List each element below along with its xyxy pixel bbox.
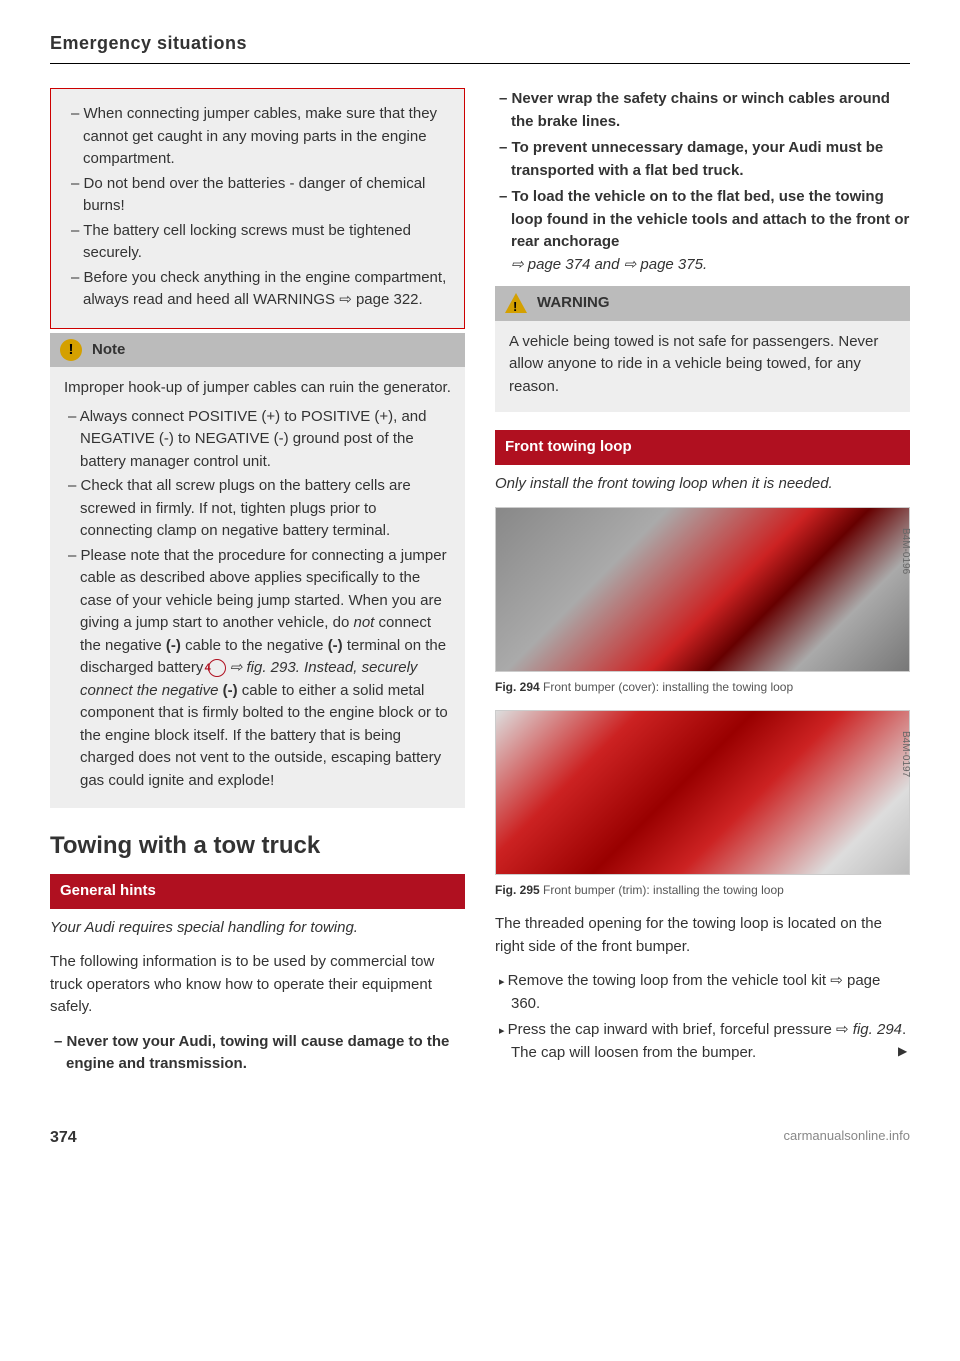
circle-ref-4: 4	[208, 659, 226, 677]
callout-item: Before you check anything in the engine …	[67, 267, 448, 312]
cautions-box: When connecting jumper cables, make sure…	[50, 88, 465, 329]
site-watermark: carmanualsonline.info	[784, 1126, 910, 1150]
step-item: Remove the towing loop from the vehicle …	[495, 970, 910, 1015]
fig-caption: Fig. 295 Front bumper (trim): installing…	[495, 881, 910, 899]
fig-code: B4M-0197	[898, 731, 913, 777]
page-number: 374	[50, 1126, 77, 1150]
warning-label: WARNING	[537, 292, 610, 315]
note-header: ! Note	[50, 333, 465, 368]
paragraph: The threaded opening for the towing loop…	[495, 913, 910, 958]
page-footer: 374 carmanualsonline.info	[50, 1126, 910, 1150]
step-item: Press the cap inward with brief, forcefu…	[495, 1019, 910, 1064]
right-column: Never wrap the safety chains or winch ca…	[495, 88, 910, 1086]
note-body: Improper hook-up of jumper cables can ru…	[50, 367, 465, 808]
fig-caption: Fig. 294 Front bumper (cover): installin…	[495, 678, 910, 696]
bold-item: Never wrap the safety chains or winch ca…	[495, 88, 910, 133]
fig-code: B4M-0196	[898, 528, 913, 574]
bold-item: To load the vehicle on to the flat bed, …	[495, 186, 910, 276]
callout-item: When connecting jumper cables, make sure…	[67, 103, 448, 171]
left-column: When connecting jumper cables, make sure…	[50, 88, 465, 1086]
warning-body: A vehicle being towed is not safe for pa…	[495, 321, 910, 413]
section-title: Towing with a tow truck	[50, 828, 465, 864]
figure-295: B4M-0197	[495, 710, 910, 875]
front-towing-loop-bar: Front towing loop	[495, 430, 910, 465]
subtitle: Your Audi requires special handling for …	[50, 917, 465, 940]
figure-294: B4M-0196	[495, 507, 910, 672]
warning-text: A vehicle being towed is not safe for pa…	[509, 333, 878, 395]
bold-item: To prevent unnecessary damage, your Audi…	[495, 137, 910, 182]
note-item: Always connect POSITIVE (+) to POSITIVE …	[64, 406, 451, 474]
note-item: Please note that the procedure for conne…	[64, 545, 451, 793]
paragraph: The following information is to be used …	[50, 951, 465, 1019]
general-hints-bar: General hints	[50, 874, 465, 909]
subtitle: Only install the front towing loop when …	[495, 473, 910, 496]
warning-icon	[505, 293, 527, 313]
warning-header: WARNING	[495, 286, 910, 321]
note-label: Note	[92, 339, 125, 362]
note-icon: !	[60, 339, 82, 361]
page-header: Emergency situations	[50, 30, 910, 64]
note-item: Check that all screw plugs on the batter…	[64, 475, 451, 543]
callout-item: The battery cell locking screws must be …	[67, 220, 448, 265]
note-intro: Improper hook-up of jumper cables can ru…	[64, 377, 451, 400]
callout-item: Do not bend over the batteries - danger …	[67, 173, 448, 218]
bold-item: Never tow your Audi, towing will cause d…	[50, 1031, 465, 1076]
